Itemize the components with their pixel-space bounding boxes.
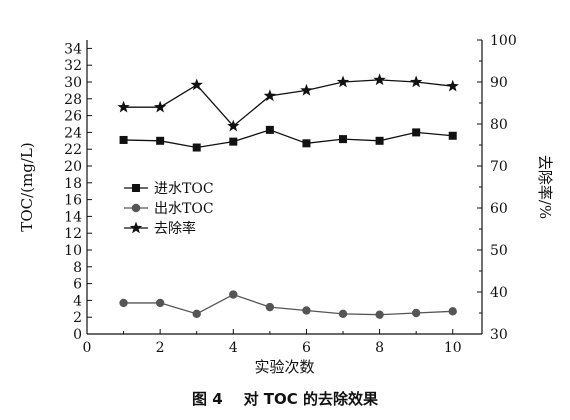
x-axis-title: 实验次数 [254, 358, 314, 376]
series-2-point [411, 308, 421, 318]
legend-label: 去除率 [154, 220, 196, 237]
y-left-tick-label: 18 [64, 176, 82, 192]
series-2-point [448, 307, 457, 316]
x-tick-label: 6 [302, 340, 311, 356]
y-left-tick-label: 0 [73, 327, 82, 343]
series-3-line [123, 79, 453, 128]
series-1-point [375, 136, 384, 145]
series-layer [117, 73, 459, 319]
y-right-tick-label: 30 [490, 327, 508, 343]
y-left-tick-label: 20 [64, 159, 82, 175]
figure-label: 图 4 [192, 390, 223, 408]
series-3-point [373, 73, 386, 86]
y-left-tick-label: 6 [73, 277, 82, 293]
series-3-point [300, 83, 313, 96]
series-2-line [123, 293, 453, 316]
plot-frame [86, 40, 483, 335]
series-3-point [263, 89, 277, 102]
series-1-point [119, 135, 128, 144]
series-2-point [265, 302, 275, 312]
series-2-point [229, 290, 238, 299]
series-3-point [153, 100, 167, 113]
y-left-tick-label: 24 [64, 125, 82, 141]
y-left-tick-label: 32 [64, 58, 82, 74]
toc-removal-chart: 0 2 4 6 8 10 0246810121416182022242628303234 … [18, 33, 554, 376]
series-3-point [336, 75, 350, 88]
series-1-point [265, 125, 274, 134]
series-2-point [375, 310, 384, 319]
series-3 [117, 73, 459, 132]
y-axis-right-title: 去除率/% [536, 155, 554, 219]
series-1-point [339, 135, 348, 144]
series-2-point [192, 309, 201, 319]
series-1 [119, 125, 457, 152]
series-1-point [192, 143, 201, 152]
series-2-point [119, 298, 128, 308]
legend-label: 进水TOC [154, 181, 214, 197]
y-left-tick-label: 4 [73, 293, 82, 309]
y-left-tick-label: 16 [64, 193, 82, 209]
series-2-point [155, 298, 165, 308]
y-left-tick-label: 2 [73, 310, 82, 326]
x-axis: 0 2 4 6 8 10 [83, 329, 462, 356]
y-left-tick-label: 34 [64, 41, 82, 57]
legend-marker [132, 184, 140, 192]
y-left-tick-label: 22 [64, 142, 82, 158]
x-tick-label: 8 [375, 340, 384, 356]
y-left-tick-label: 8 [73, 260, 82, 276]
y-right-tick-label: 90 [490, 75, 508, 91]
series-1-point [229, 137, 238, 146]
series-2 [119, 290, 457, 319]
figure-caption: 图 4 对 TOC 的去除效果 [0, 388, 570, 409]
y-right-tick-label: 60 [490, 201, 508, 217]
series-1-point [448, 131, 457, 140]
y-axis-left-title: TOC/(mg/L) [18, 142, 36, 231]
y-left-tick-label: 14 [64, 209, 82, 225]
y-right-tick-label: 50 [490, 243, 508, 259]
legend-label: 出水TOC [154, 201, 214, 217]
x-tick-label: 4 [229, 340, 238, 356]
series-3-point [446, 79, 459, 92]
y-left-tick-label: 26 [64, 109, 82, 125]
y-right-tick-label: 80 [490, 117, 508, 133]
x-tick-label: 10 [444, 340, 462, 356]
legend-marker [129, 221, 143, 234]
y-left-tick-label: 28 [64, 92, 82, 108]
y-right-tick-label: 40 [490, 285, 508, 301]
series-3-point [117, 100, 130, 113]
y-left-tick-label: 12 [64, 226, 82, 242]
series-1-line [123, 129, 453, 149]
series-3-point [409, 75, 423, 88]
series-1-point [412, 128, 421, 137]
x-tick-label: 0 [83, 340, 92, 356]
figure-caption-text: 对 TOC 的去除效果 [243, 390, 378, 408]
series-2-point [302, 306, 311, 315]
y-right-tick-label: 70 [490, 159, 508, 175]
series-3-point [227, 119, 240, 132]
x-tick-label: 2 [156, 340, 165, 356]
y-left-tick-label: 30 [64, 75, 82, 91]
series-1-point [156, 136, 165, 145]
y-axis-right: 30 40 50 60 70 80 90 100 [477, 33, 517, 343]
series-3-point [190, 78, 203, 91]
y-right-tick-label: 100 [490, 33, 517, 49]
series-2-point [338, 309, 348, 319]
legend-marker [131, 203, 141, 213]
series-1-point [302, 139, 311, 148]
y-left-tick-label: 10 [64, 243, 82, 259]
legend: 进水TOC 出水TOC 去除率 [124, 181, 214, 237]
